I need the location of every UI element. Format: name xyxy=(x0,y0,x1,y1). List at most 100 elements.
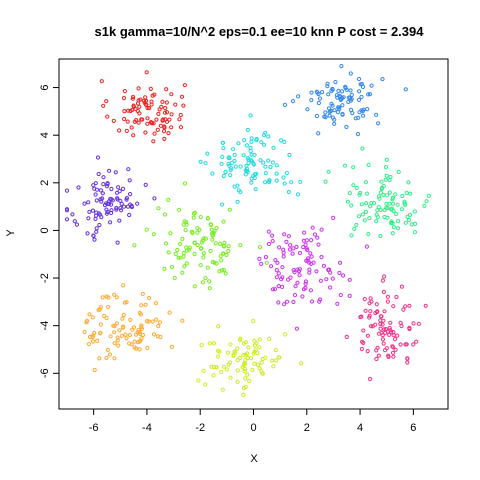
data-point xyxy=(238,243,243,248)
data-point xyxy=(100,191,105,196)
data-point xyxy=(385,294,390,299)
data-point xyxy=(213,241,218,246)
data-point xyxy=(304,258,309,263)
data-point xyxy=(287,247,293,252)
data-point xyxy=(292,270,297,275)
data-point xyxy=(235,358,240,363)
data-point xyxy=(318,297,323,302)
data-point xyxy=(147,295,152,301)
cluster-4 xyxy=(64,155,157,245)
data-point xyxy=(242,366,247,372)
data-point xyxy=(238,164,243,169)
data-point xyxy=(371,201,377,206)
data-point xyxy=(117,189,122,194)
data-point xyxy=(243,340,248,345)
data-point xyxy=(391,225,396,230)
data-point xyxy=(145,116,150,121)
data-point xyxy=(320,90,325,95)
data-point xyxy=(145,121,150,126)
data-point xyxy=(343,84,348,89)
data-point xyxy=(318,278,323,283)
data-point xyxy=(337,106,342,112)
data-point xyxy=(130,327,135,332)
data-point xyxy=(380,278,385,283)
data-point xyxy=(384,157,389,162)
data-point xyxy=(150,319,155,324)
data-point xyxy=(345,199,350,204)
data-point xyxy=(374,302,379,307)
data-point xyxy=(301,245,306,250)
data-point xyxy=(316,131,321,136)
data-point xyxy=(331,215,336,220)
data-point xyxy=(423,303,428,308)
data-point xyxy=(128,192,133,197)
data-point xyxy=(167,117,172,122)
data-point xyxy=(274,178,279,183)
data-point xyxy=(198,215,203,220)
data-point xyxy=(242,369,247,374)
data-point xyxy=(219,258,224,263)
data-point xyxy=(104,355,109,360)
data-point xyxy=(241,386,247,391)
data-point xyxy=(122,89,128,94)
data-point xyxy=(154,317,159,322)
x-tick-label: 2 xyxy=(304,422,310,434)
data-point xyxy=(193,210,198,215)
data-point xyxy=(125,119,130,124)
data-point xyxy=(295,280,300,285)
data-point xyxy=(136,327,141,333)
data-point xyxy=(355,132,360,137)
data-point xyxy=(291,246,296,251)
data-point xyxy=(412,230,417,235)
data-point xyxy=(145,345,150,350)
data-point xyxy=(274,268,279,273)
data-point xyxy=(344,124,349,130)
data-point xyxy=(176,255,181,260)
data-point xyxy=(92,367,97,373)
data-point xyxy=(280,265,285,270)
y-tick-label: -2 xyxy=(39,273,51,283)
data-point xyxy=(350,111,355,116)
data-point xyxy=(390,195,395,200)
data-point xyxy=(114,205,119,211)
data-point xyxy=(244,168,249,174)
data-point xyxy=(395,202,400,207)
data-point xyxy=(199,240,204,245)
data-point xyxy=(86,342,92,347)
data-point xyxy=(390,350,396,355)
data-point xyxy=(158,123,163,128)
cluster-6 xyxy=(132,181,269,291)
data-point xyxy=(259,140,264,145)
data-point xyxy=(112,356,117,361)
data-point xyxy=(390,201,396,206)
data-point xyxy=(326,169,331,174)
data-point xyxy=(218,241,223,246)
data-point xyxy=(119,208,124,213)
data-point xyxy=(325,81,330,86)
data-point xyxy=(238,336,243,341)
data-point xyxy=(273,358,278,363)
data-point xyxy=(402,201,407,206)
data-point xyxy=(86,216,91,221)
data-point xyxy=(406,180,411,185)
data-point xyxy=(208,248,213,253)
data-point xyxy=(314,89,319,95)
data-point xyxy=(231,147,236,152)
data-point xyxy=(284,170,289,176)
data-point xyxy=(112,330,117,335)
data-point xyxy=(274,171,279,176)
data-point xyxy=(374,219,379,224)
data-point xyxy=(399,284,404,289)
data-point xyxy=(374,212,379,217)
data-point xyxy=(195,230,200,235)
data-point xyxy=(173,251,178,257)
data-point xyxy=(252,152,257,157)
data-point xyxy=(295,192,301,197)
data-point xyxy=(203,276,208,281)
data-point xyxy=(400,193,405,199)
data-point xyxy=(338,292,343,298)
cluster-3 xyxy=(198,113,303,207)
data-point xyxy=(146,319,151,324)
data-point xyxy=(383,165,389,170)
data-point xyxy=(351,183,356,188)
